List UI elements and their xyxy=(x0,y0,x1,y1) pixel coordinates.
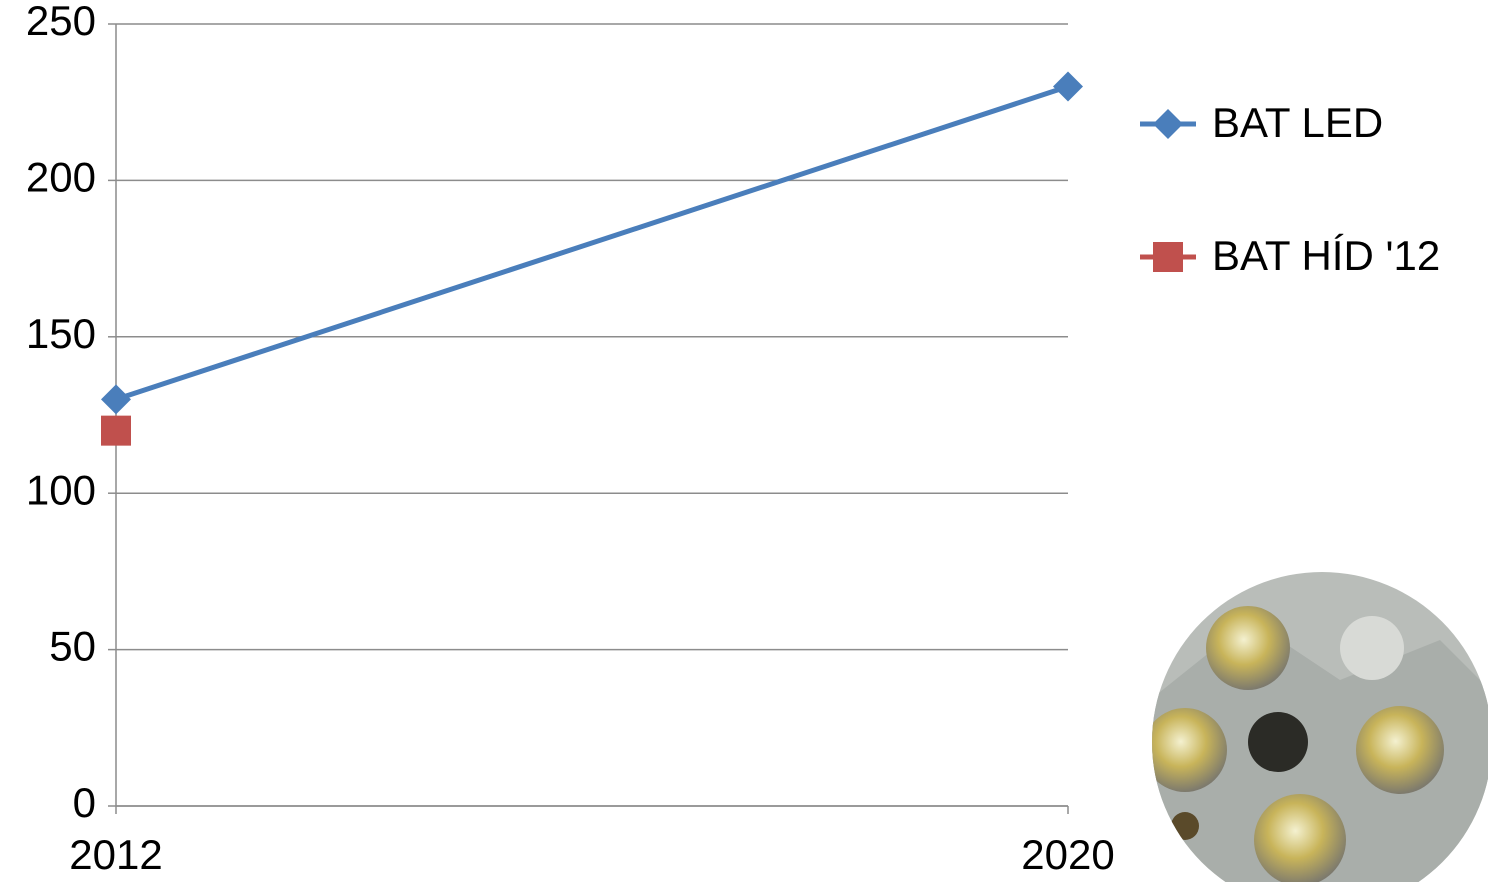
y-tick-label: 250 xyxy=(26,0,96,44)
y-tick-label: 150 xyxy=(26,310,96,357)
y-tick-label: 200 xyxy=(26,153,96,200)
y-tick-label: 100 xyxy=(26,466,96,513)
legend-label: BAT HÍD '12 xyxy=(1212,232,1440,279)
data-point xyxy=(101,415,131,446)
x-tick-label: 2020 xyxy=(1021,831,1114,878)
data-point xyxy=(101,384,131,415)
legend-label: BAT LED xyxy=(1212,99,1383,146)
decorative-photo xyxy=(1152,572,1488,882)
legend-marker xyxy=(1153,109,1183,139)
x-tick-label: 2012 xyxy=(69,831,162,878)
data-point xyxy=(1053,71,1083,102)
y-tick-label: 0 xyxy=(73,779,96,826)
legend-marker xyxy=(1153,242,1183,272)
series-line xyxy=(115,84,1069,402)
y-tick-label: 50 xyxy=(49,623,96,670)
